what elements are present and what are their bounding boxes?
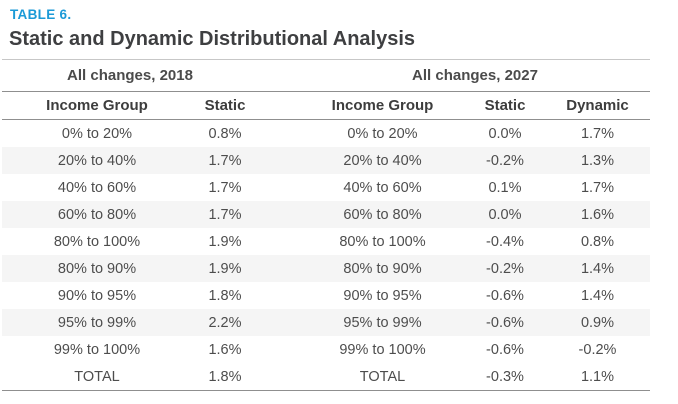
data-cell: 1.8% bbox=[208, 287, 242, 304]
data-cell: -0.6% bbox=[486, 314, 524, 331]
data-cell: 90% to 95% bbox=[343, 287, 422, 304]
table-row: 95% to 99% 2.2% 95% to 99% -0.6% 0.9% bbox=[2, 309, 650, 337]
data-cell: 80% to 90% bbox=[57, 260, 137, 277]
data-cell: -0.3% bbox=[465, 363, 545, 392]
data-cell: -0.2% bbox=[486, 152, 524, 169]
data-cell: TOTAL bbox=[300, 363, 465, 392]
spacer-cell bbox=[258, 309, 300, 336]
data-cell: 1.4% bbox=[580, 287, 615, 304]
spacer-cell bbox=[258, 91, 300, 121]
spacer-cell bbox=[258, 255, 300, 282]
table-body: 0% to 20% 0.8% 0% to 20% 0.0% 1.7% 20% to 40%… bbox=[2, 120, 650, 392]
data-cell: 2.2% bbox=[208, 314, 242, 331]
data-cell: 1.3% bbox=[580, 152, 615, 169]
col-header-dynamic-2027: Dynamic bbox=[545, 91, 650, 121]
data-cell: 80% to 100% bbox=[53, 233, 141, 250]
data-cell: 1.1% bbox=[545, 363, 650, 392]
data-cell: -0.6% bbox=[486, 287, 524, 304]
data-cell: 95% to 99% bbox=[57, 314, 137, 331]
col-header-static-2027: Static bbox=[465, 91, 545, 121]
data-cell: TOTAL bbox=[2, 363, 192, 392]
table-row: 60% to 80% 1.7% 60% to 80% 0.0% 1.6% bbox=[2, 201, 650, 229]
col-header-income-group-2018: Income Group bbox=[2, 91, 192, 121]
group-header-2018: All changes, 2018 bbox=[2, 60, 258, 93]
spacer-cell bbox=[258, 282, 300, 309]
data-cell: 80% to 90% bbox=[343, 260, 422, 277]
data-cell: 40% to 60% bbox=[343, 179, 422, 196]
data-cell: 0.0% bbox=[488, 206, 522, 223]
spacer-cell bbox=[258, 228, 300, 255]
table-title: Static and Dynamic Distributional Analys… bbox=[9, 28, 416, 51]
group-header-2027: All changes, 2027 bbox=[300, 60, 650, 93]
data-cell: 0.1% bbox=[488, 179, 522, 196]
spacer-cell bbox=[258, 174, 300, 201]
spacer-cell bbox=[258, 60, 300, 93]
data-cell: 1.7% bbox=[208, 152, 242, 169]
table-number-label: TABLE 6. bbox=[10, 7, 72, 22]
data-cell: -0.4% bbox=[486, 233, 524, 250]
data-cell: 95% to 99% bbox=[343, 314, 422, 331]
column-header-row: Income Group Static Income Group Static … bbox=[2, 91, 650, 121]
table-row: 90% to 95% 1.8% 90% to 95% -0.6% 1.4% bbox=[2, 282, 650, 309]
spacer-cell bbox=[258, 363, 300, 392]
data-cell: 1.7% bbox=[208, 206, 242, 223]
data-cell: 99% to 100% bbox=[339, 341, 426, 358]
data-cell: 1.7% bbox=[580, 179, 615, 196]
spacer-cell bbox=[258, 147, 300, 174]
table-row: 20% to 40% 1.7% 20% to 40% -0.2% 1.3% bbox=[2, 147, 650, 175]
data-cell: 1.6% bbox=[208, 341, 242, 358]
table-row: 80% to 90% 1.9% 80% to 90% -0.2% 1.4% bbox=[2, 255, 650, 283]
data-cell: 40% to 60% bbox=[57, 179, 137, 196]
table-row: 99% to 100% 1.6% 99% to 100% -0.6% -0.2% bbox=[2, 336, 650, 363]
data-cell: -0.2% bbox=[486, 260, 524, 277]
data-cell: 1.7% bbox=[580, 125, 615, 142]
data-cell: 0.8% bbox=[580, 233, 615, 250]
data-cell: 60% to 80% bbox=[57, 206, 137, 223]
data-cell: 0.8% bbox=[208, 125, 242, 142]
data-cell: 1.8% bbox=[192, 363, 258, 392]
data-cell: 0.0% bbox=[488, 125, 522, 142]
data-cell: 80% to 100% bbox=[339, 233, 426, 250]
table-row: TOTAL 1.8% TOTAL -0.3% 1.1% bbox=[2, 363, 650, 392]
data-cell: 1.6% bbox=[580, 206, 615, 223]
table-row: 40% to 60% 1.7% 40% to 60% 0.1% 1.7% bbox=[2, 174, 650, 201]
spacer-cell bbox=[258, 201, 300, 228]
data-cell: 0% to 20% bbox=[61, 125, 133, 142]
table-container: TABLE 6. Static and Dynamic Distribution… bbox=[2, 7, 650, 392]
data-cell: 60% to 80% bbox=[343, 206, 422, 223]
distributional-analysis-table: All changes, 2018 All changes, 2027 Inco… bbox=[2, 60, 650, 392]
data-cell: 1.9% bbox=[208, 233, 242, 250]
spacer-cell bbox=[258, 120, 300, 148]
spacer-cell bbox=[258, 336, 300, 363]
data-cell: 1.4% bbox=[580, 260, 615, 277]
data-cell: 20% to 40% bbox=[57, 152, 137, 169]
data-cell: 1.9% bbox=[208, 260, 242, 277]
data-cell: 90% to 95% bbox=[57, 287, 137, 304]
data-cell: -0.6% bbox=[486, 341, 524, 358]
column-group-row: All changes, 2018 All changes, 2027 bbox=[2, 60, 650, 93]
data-cell: -0.2% bbox=[578, 341, 617, 358]
table-row: 0% to 20% 0.8% 0% to 20% 0.0% 1.7% bbox=[2, 120, 650, 148]
data-cell: 99% to 100% bbox=[53, 341, 141, 358]
table-row: 80% to 100% 1.9% 80% to 100% -0.4% 0.8% bbox=[2, 228, 650, 255]
col-header-static-2018: Static bbox=[192, 91, 258, 121]
title-divider bbox=[2, 59, 650, 61]
data-cell: 0% to 20% bbox=[347, 125, 418, 142]
data-cell: 1.7% bbox=[208, 179, 242, 196]
col-header-income-group-2027: Income Group bbox=[300, 91, 465, 121]
data-cell: 20% to 40% bbox=[343, 152, 422, 169]
data-cell: 0.9% bbox=[580, 314, 615, 331]
